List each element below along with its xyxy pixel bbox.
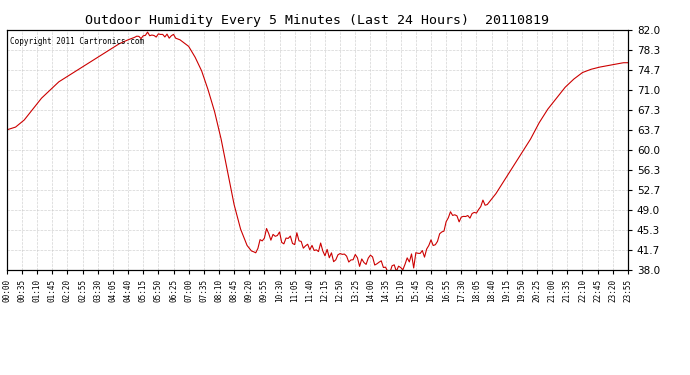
Title: Outdoor Humidity Every 5 Minutes (Last 24 Hours)  20110819: Outdoor Humidity Every 5 Minutes (Last 2… (86, 15, 549, 27)
Text: Copyright 2011 Cartronics.com: Copyright 2011 Cartronics.com (10, 37, 144, 46)
